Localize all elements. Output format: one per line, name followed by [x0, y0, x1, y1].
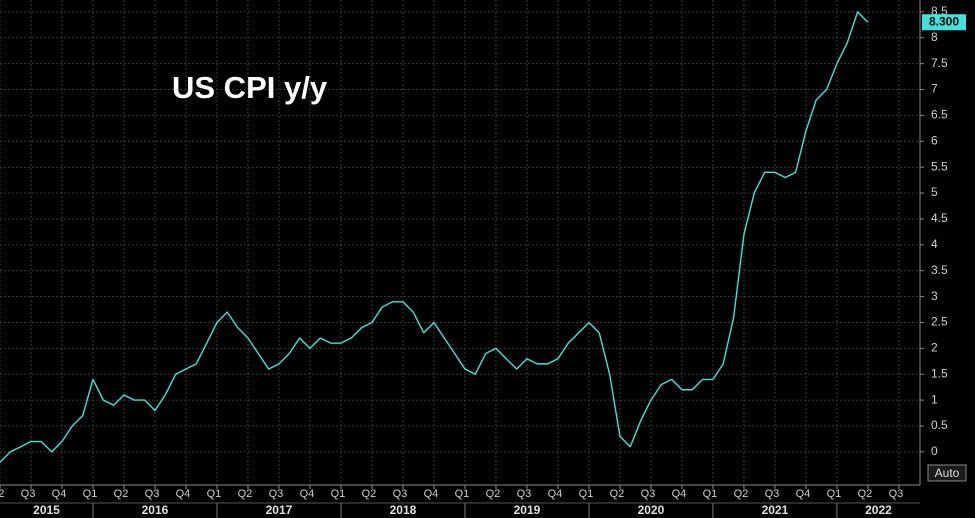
x-tick-label: Q3 [517, 488, 532, 500]
x-tick-label: Q1 [579, 488, 594, 500]
y-tick-label: 0 [931, 444, 938, 458]
x-tick-label: Q3 [765, 488, 780, 500]
x-tick-label: Q4 [424, 488, 439, 500]
y-tick-label: 1.5 [931, 366, 948, 380]
x-tick-label: Q4 [796, 488, 811, 500]
y-tick-label: 2.5 [931, 315, 948, 329]
x-tick-label: Q3 [393, 488, 408, 500]
y-tick-label: 0.5 [931, 418, 948, 432]
y-tick-label: 8 [931, 30, 938, 44]
line [0, 11, 869, 463]
y-tick-label: 7.5 [931, 56, 948, 70]
grid [0, 0, 920, 485]
x-tick-label: Q4 [672, 488, 687, 500]
x-tick-label: Q4 [300, 488, 315, 500]
x-tick-label: Q1 [827, 488, 842, 500]
chart-title: US CPI y/y [172, 70, 328, 105]
year-label: 2018 [390, 503, 417, 517]
y-tick-label: 5 [931, 185, 938, 199]
x-tick-label: Q4 [52, 488, 67, 500]
x-tick-label: Q1 [455, 488, 470, 500]
x-tick-label: Q1 [703, 488, 718, 500]
x-tick-label: Q2 [734, 488, 749, 500]
y-tick-label: 3.5 [931, 263, 948, 277]
x-tick-label: Q2 [610, 488, 625, 500]
x-tick-label: Q1 [83, 488, 98, 500]
x-tick-label: Q2 [858, 488, 873, 500]
y-tick-label: 4.5 [931, 211, 948, 225]
year-label: 2020 [638, 503, 665, 517]
y-tick-label: 5.5 [931, 159, 948, 173]
last-value-box [922, 14, 966, 31]
x-tick-label: Q3 [269, 488, 284, 500]
x-tick-label: Q3 [641, 488, 656, 500]
x-tick-label: Q2 [486, 488, 501, 500]
x-tick-label: Q2 [0, 488, 4, 500]
year-label: 2017 [266, 503, 293, 517]
x-tick-label: Q1 [207, 488, 222, 500]
y-tick-label: 4 [931, 237, 938, 251]
y-tick-label: 6 [931, 133, 938, 147]
last-value-label: 8.300 [929, 14, 959, 28]
axis-mode-label: Auto [935, 466, 960, 480]
y-tick-label: 1 [931, 392, 938, 406]
x-tick-label: Q4 [176, 488, 191, 500]
x-tick-label: Q2 [238, 488, 253, 500]
year-label: 2021 [762, 503, 789, 517]
y-tick-label: 2 [931, 341, 938, 355]
x-tick-label: Q2 [114, 488, 129, 500]
x-tick-label: Q1 [331, 488, 346, 500]
y-tick-label: 3 [931, 289, 938, 303]
y-tick-label: 7 [931, 82, 938, 96]
x-tick-label: Q3 [21, 488, 36, 500]
x-tick-label: Q3 [889, 488, 904, 500]
axis-mode-box [927, 464, 967, 482]
year-label: 2022 [865, 503, 892, 517]
x-tick-label: Q4 [548, 488, 563, 500]
x-tick-label: Q3 [145, 488, 160, 500]
x-tick-label: Q2 [362, 488, 377, 500]
year-label: 2019 [514, 503, 541, 517]
year-label: 2016 [142, 503, 169, 517]
y-tick-label: 6.5 [931, 108, 948, 122]
year-label: 2015 [33, 503, 60, 517]
